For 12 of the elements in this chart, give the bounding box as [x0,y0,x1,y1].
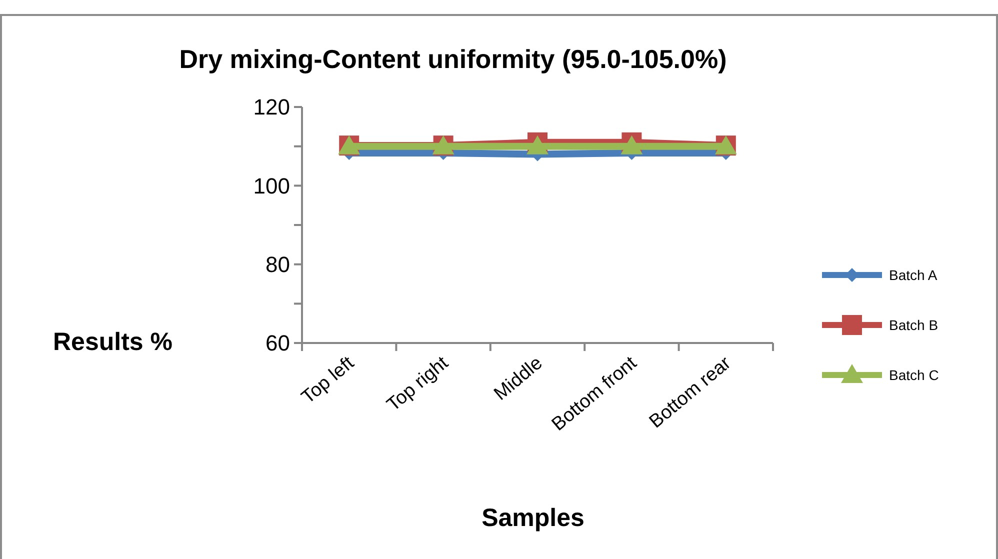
x-tick-label: Top left [298,352,359,408]
chart-title: Dry mixing-Content uniformity (95.0-105.0%) [179,44,727,74]
y-tick-label: 80 [266,252,290,278]
y-tick-label: 120 [253,94,290,120]
x-tick-label: Top right [383,352,454,416]
legend-label: Batch B [889,317,938,333]
legend-label: Batch C [889,367,939,383]
y-tick-label: 60 [266,330,290,356]
legend-label: Batch A [889,267,938,283]
y-axis-title: Results % [53,328,172,356]
y-tick-label: 100 [253,173,290,198]
x-axis-title: Samples [482,504,584,532]
